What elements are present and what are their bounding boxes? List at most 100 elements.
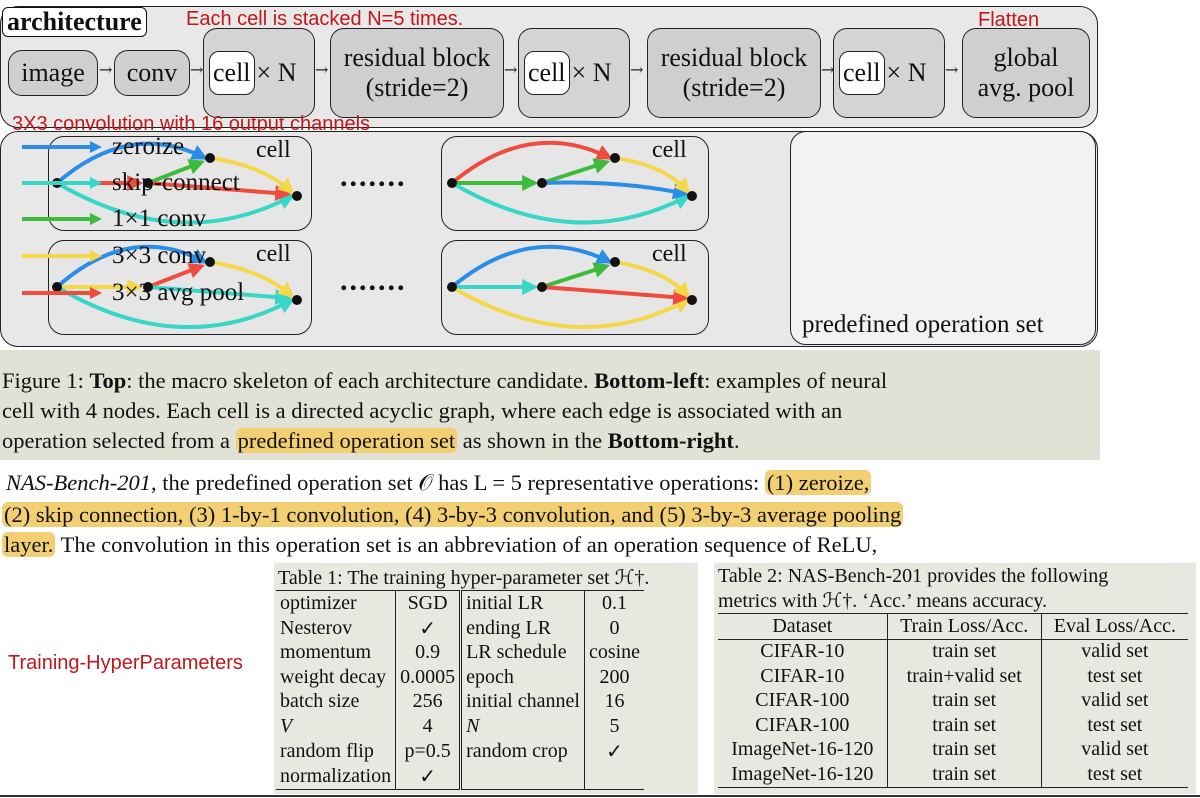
table-1: Table 1: The training hyper-parameter se… bbox=[274, 563, 698, 794]
table-cell: momentum bbox=[280, 641, 372, 664]
arrow-icon: → bbox=[190, 60, 204, 79]
table-cell: train set bbox=[886, 688, 1042, 713]
table-cell: random flip bbox=[280, 739, 374, 762]
table-row: momentum 0.9 LR schedule cosine bbox=[276, 640, 645, 665]
ellipsis: ....... bbox=[340, 160, 407, 193]
training-hyperparameters-note: Training-HyperParameters bbox=[8, 652, 243, 674]
table-cell: CIFAR-10 bbox=[760, 664, 845, 687]
cell-title: cell bbox=[652, 137, 687, 163]
table-row: ImageNet-16-120 train set test set bbox=[718, 762, 1188, 787]
table-cell: train set bbox=[886, 737, 1042, 762]
cell-stack-1: cell × N bbox=[203, 28, 315, 118]
table-cell: ✓ bbox=[583, 738, 645, 764]
table-cell: test set bbox=[1040, 664, 1188, 689]
ellipsis: ....... bbox=[340, 264, 407, 297]
table-cell: train set bbox=[886, 639, 1042, 664]
table-cell: V bbox=[280, 714, 293, 737]
table-cell bbox=[459, 763, 585, 789]
arrow-icon: → bbox=[315, 60, 329, 79]
table-cell: SGD bbox=[395, 590, 461, 616]
arrow-icon: → bbox=[630, 60, 644, 79]
table-row: normalization ✓ bbox=[276, 763, 645, 789]
table-row: CIFAR-10 train+valid set test set bbox=[718, 664, 1188, 689]
image-block: image bbox=[8, 50, 98, 96]
cell-title: cell bbox=[256, 241, 291, 267]
table-cell: ✓ bbox=[395, 615, 461, 641]
table-row: weight decay 0.0005 epoch 200 bbox=[276, 665, 645, 690]
table-cell: random crop bbox=[459, 738, 585, 764]
arrow-icon: → bbox=[945, 60, 959, 79]
table-cell: 256 bbox=[395, 689, 461, 714]
table-cell: 0 bbox=[583, 615, 645, 641]
table-row: optimizer SGD initial LR 0.1 bbox=[276, 590, 645, 616]
arrow-icon: → bbox=[821, 60, 835, 79]
residual-block-2: residual block (stride=2) bbox=[647, 28, 821, 118]
caption-line-3: operation selected from a predefined ope… bbox=[2, 428, 740, 453]
operation-legend bbox=[790, 131, 1096, 345]
table-cell: train+valid set bbox=[886, 664, 1042, 689]
global-avg-pool-block: global avg. pool bbox=[962, 28, 1090, 118]
table-cell: CIFAR-100 bbox=[755, 713, 850, 736]
cell-stack-3: cell × N bbox=[833, 28, 945, 118]
table-cell: cosine bbox=[583, 640, 645, 665]
cell-title: cell bbox=[652, 241, 687, 267]
table-cell: test set bbox=[1040, 713, 1188, 738]
note-stacked: Each cell is stacked N=5 times. bbox=[186, 8, 464, 30]
table-cell: ending LR bbox=[459, 615, 585, 641]
table-cell: initial LR bbox=[459, 590, 585, 616]
legend-item-3x3-conv: 3×3 conv bbox=[20, 240, 206, 272]
paragraph-line-3: layer. The convolution in this operation… bbox=[2, 532, 878, 557]
residual-block-1: residual block (stride=2) bbox=[330, 28, 504, 118]
table-cell: 4 bbox=[395, 714, 461, 739]
table-row: ImageNet-16-120 train set valid set bbox=[718, 737, 1188, 762]
caption-line-1: Figure 1: Top: the macro skeleton of eac… bbox=[2, 368, 888, 393]
caption-line-2: cell with 4 nodes. Each cell is a direct… bbox=[2, 398, 843, 423]
table-cell: LR schedule bbox=[459, 640, 585, 665]
table-cell: valid set bbox=[1040, 688, 1188, 713]
table-cell: 5 bbox=[583, 714, 645, 739]
table-cell: N bbox=[459, 714, 585, 739]
architecture-label: architecture bbox=[2, 7, 147, 37]
cell-stack-2: cell × N bbox=[518, 28, 630, 118]
table-cell: CIFAR-100 bbox=[755, 689, 850, 712]
cell-graphs bbox=[52, 140, 697, 330]
table-cell bbox=[583, 763, 645, 789]
table-cell: 200 bbox=[583, 665, 645, 690]
table-cell: ImageNet-16-120 bbox=[731, 762, 874, 785]
figure-caption bbox=[0, 350, 1100, 460]
note-conv: 3X3 convolution with 16 output channels bbox=[12, 113, 371, 135]
table-cell: Nesterov bbox=[280, 616, 353, 639]
conv-block: conv bbox=[114, 50, 190, 96]
table-row: random flip p=0.5 random crop ✓ bbox=[276, 738, 645, 764]
table-row: CIFAR-10 train set valid set bbox=[718, 639, 1188, 664]
arrow-icon: → bbox=[99, 60, 113, 79]
table-header: Train Loss/Acc. bbox=[886, 613, 1042, 640]
bottom-rule bbox=[0, 795, 1200, 797]
table-header: Eval Loss/Acc. bbox=[1040, 613, 1188, 640]
paragraph-line-1: NAS-Bench-201, the predefined operation … bbox=[6, 470, 872, 495]
legend-item-zeroize: zeroize bbox=[20, 131, 184, 163]
table-cell: 16 bbox=[583, 689, 645, 714]
legend-item-3x3-avg-pool: 3×3 avg pool bbox=[20, 277, 244, 309]
table-2-caption-line-2: metrics with ℋ†. ‘Acc.’ means accuracy. bbox=[718, 590, 1048, 612]
paragraph-line-2: (2) skip connection, (3) 1-by-1 convolut… bbox=[2, 502, 904, 527]
table-header: Dataset bbox=[718, 613, 888, 640]
table-cell: test set bbox=[1040, 762, 1188, 787]
table-cell: train set bbox=[886, 762, 1042, 787]
legend-title: predefined operation set bbox=[802, 311, 1044, 338]
table-row: CIFAR-100 train set valid set bbox=[718, 688, 1188, 713]
note-flatten: Flatten bbox=[978, 9, 1040, 31]
legend-item-skip-connect: skip-connect bbox=[20, 167, 240, 199]
table-2-caption-line-1: Table 2: NAS-Bench-201 provides the foll… bbox=[718, 565, 1109, 587]
table-cell: weight decay bbox=[280, 665, 387, 688]
arrow-icon: → bbox=[504, 60, 518, 79]
table-cell: valid set bbox=[1040, 639, 1188, 664]
table-cell: 0.9 bbox=[395, 640, 461, 665]
table-2: Table 2: NAS-Bench-201 provides the foll… bbox=[714, 563, 1196, 794]
table-row: batch size 256 initial channel 16 bbox=[276, 689, 645, 714]
table-cell: initial channel bbox=[459, 689, 585, 714]
legend-item-1x1-conv: 1×1 conv bbox=[20, 203, 206, 235]
table-cell: ✓ bbox=[395, 763, 461, 789]
table-cell: CIFAR-10 bbox=[760, 640, 845, 663]
